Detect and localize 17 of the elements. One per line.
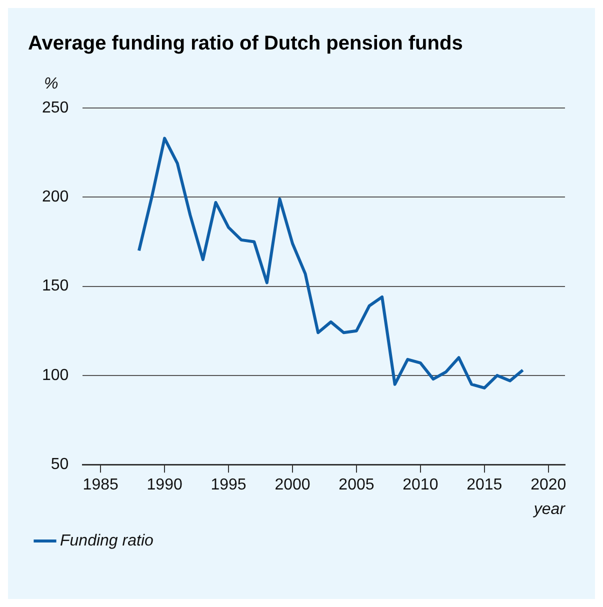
x-tick-label: 1995 [210, 476, 246, 494]
y-tick-label: 250 [42, 99, 69, 116]
x-tick-label: 2010 [402, 476, 438, 494]
y-tick-label: 200 [42, 188, 69, 206]
x-tick-label: 1990 [146, 476, 182, 494]
x-tick-label: 1985 [82, 476, 119, 494]
x-tick-label: 2020 [530, 476, 566, 494]
legend-label: Funding ratio [60, 532, 154, 550]
x-axis-title: year [532, 500, 566, 518]
x-tick-label: 2015 [466, 476, 502, 494]
x-tick-label: 2000 [274, 476, 310, 494]
y-tick-label: 100 [42, 366, 69, 384]
y-axis-title: % [44, 75, 58, 92]
y-tick-label: 50 [50, 456, 69, 474]
chart-title: Average funding ratio of Dutch pension funds [28, 32, 463, 55]
x-tick-label: 2005 [338, 476, 374, 494]
y-tick-label: 150 [42, 278, 69, 295]
